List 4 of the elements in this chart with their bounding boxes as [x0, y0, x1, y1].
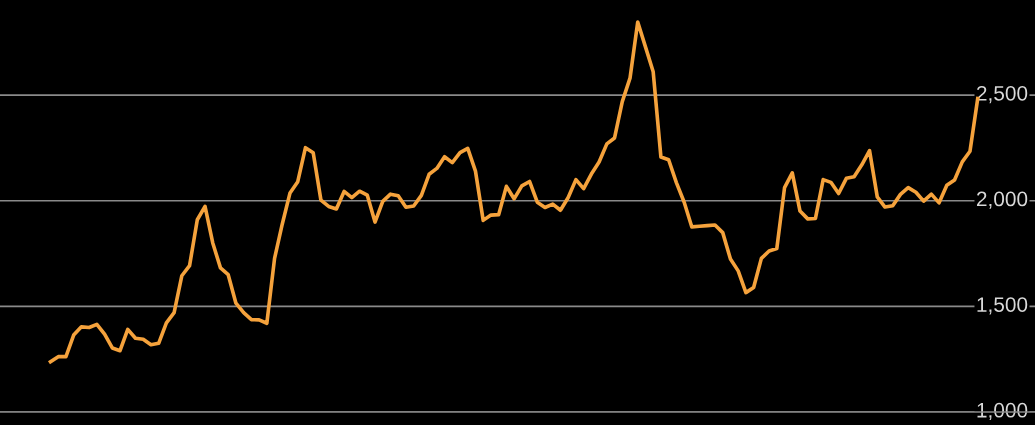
- y-tick-label: 2,000: [976, 191, 1028, 209]
- y-tick-label: 1,500: [977, 297, 1028, 315]
- y-tick-label: 2,500: [976, 85, 1028, 104]
- y-tick-label: 1,000: [977, 402, 1028, 421]
